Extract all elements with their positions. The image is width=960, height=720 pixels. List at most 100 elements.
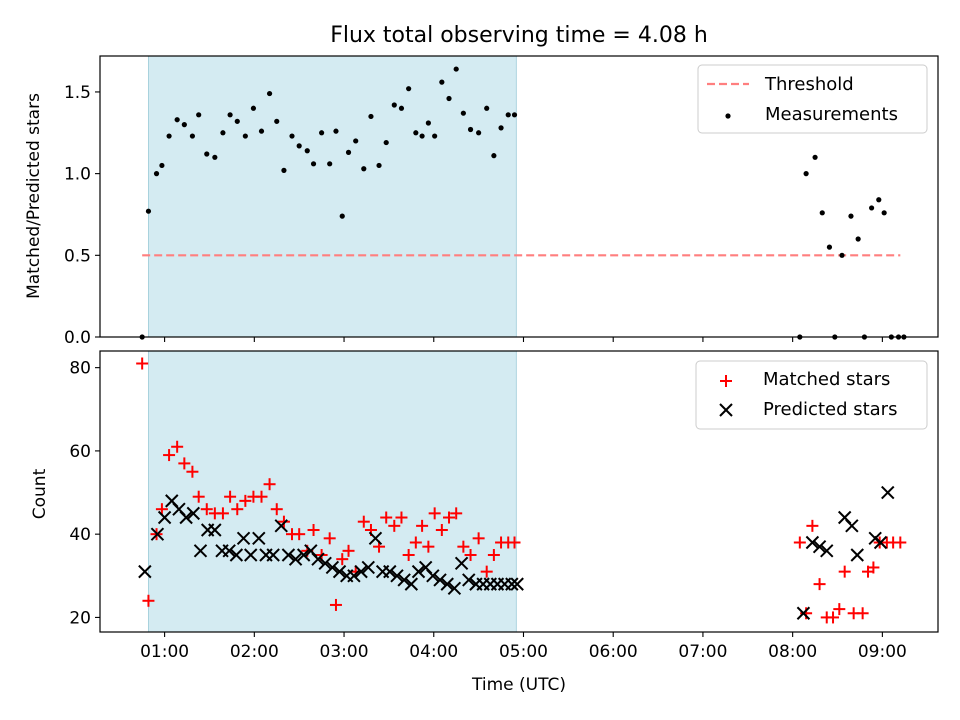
matched-point [293, 528, 306, 541]
legend-predicted-swatch [719, 403, 733, 417]
predicted-point [820, 544, 834, 558]
measurement-point [383, 139, 389, 146]
matched-point [487, 548, 500, 561]
measurement-point [391, 102, 397, 108]
matched-point [395, 511, 408, 524]
matched-point [472, 532, 485, 545]
predicted-point [873, 535, 888, 550]
measurement-point [425, 120, 431, 126]
predicted-point [208, 523, 222, 537]
measurement-point [204, 151, 210, 157]
matched-point [409, 536, 422, 549]
predicted-point [274, 519, 288, 533]
measurement-point [439, 79, 445, 85]
measurement-point [476, 130, 482, 136]
predicted-point [347, 569, 361, 583]
top-legend-box [697, 64, 928, 134]
matched-point [163, 449, 176, 462]
top-legend: Threshold Measurements [697, 64, 928, 134]
measurement-point [398, 105, 405, 111]
chart-title: Flux total observing time = 4.08 h [330, 23, 708, 48]
measurement-point [848, 213, 854, 219]
measurement-point [266, 90, 273, 97]
measurement-point [258, 128, 265, 134]
matched-point [270, 503, 283, 516]
measurement-point [453, 66, 459, 72]
matched-point [186, 465, 199, 478]
legend-predicted-label: Predicted stars [763, 399, 897, 420]
measurement-point [289, 133, 295, 139]
top-ytick-label: 1.0 [64, 165, 91, 185]
measurement-point [460, 110, 466, 116]
measurement-point [484, 105, 490, 111]
top-panel: 0.0 0.5 1.0 1.5 Matched/Predicted stars Thr… [24, 55, 939, 348]
measurement-point [339, 213, 345, 219]
predicted-point [805, 535, 820, 550]
matched-point [323, 532, 336, 545]
predicted-point [222, 544, 236, 558]
measurement-point [159, 162, 165, 169]
measurement-point [803, 171, 809, 177]
measurement-point [220, 130, 226, 136]
matched-point [867, 561, 880, 574]
predicted-point [881, 485, 895, 500]
matched-point [136, 357, 149, 370]
matched-point [216, 507, 229, 520]
measurement-point [153, 171, 160, 177]
predicted-point [454, 556, 469, 571]
legend-measurements-label: Measurements [765, 104, 898, 125]
matched-point [838, 565, 851, 578]
measurement-point [881, 210, 887, 216]
predicted-point [318, 556, 332, 571]
top-shaded-span [148, 55, 517, 338]
measurement-point [212, 154, 218, 160]
measurement-point [310, 161, 317, 167]
matched-point [800, 607, 813, 620]
matched-point [443, 511, 456, 524]
measurement-point [368, 113, 374, 120]
bottom-legend: Matched stars Predicted stars [695, 360, 928, 430]
matched-point [422, 540, 435, 553]
bottom-ytick-label: 20 [69, 608, 91, 628]
predicted-point [845, 519, 859, 533]
legend-threshold-label: Threshold [764, 74, 854, 95]
matched-point [856, 607, 869, 620]
matched-point [329, 598, 342, 611]
bottom-ytick-label: 80 [69, 359, 91, 379]
measurement-point [166, 133, 172, 139]
matched-point [813, 578, 826, 591]
matched-point [142, 594, 155, 607]
measurement-point [876, 197, 882, 203]
predicted-point [390, 569, 404, 583]
matched-point [192, 490, 205, 503]
predicted-point [229, 548, 244, 562]
top-ytick-label: 0.0 [64, 328, 91, 348]
matched-point [239, 494, 252, 507]
matched-point [178, 457, 191, 470]
measurement-point [333, 128, 339, 134]
measurement-point [826, 244, 833, 250]
matched-point [894, 536, 907, 549]
predicted-point [150, 527, 165, 541]
predicted-point [426, 569, 440, 583]
bottom-ylabel: Count [30, 468, 50, 519]
matched-point [806, 519, 819, 532]
matched-point [416, 519, 429, 532]
top-ylabel: Matched/Predicted stars [24, 93, 44, 299]
measurement-point [869, 205, 875, 211]
measurement-point [432, 133, 438, 139]
predicted-point [281, 548, 296, 562]
matched-point [380, 511, 393, 524]
predicted-point [296, 548, 311, 562]
top-ytick-label: 1.5 [64, 83, 91, 103]
measurement-point [250, 105, 257, 111]
measurement-point [242, 133, 248, 139]
legend-measurements-swatch [725, 113, 731, 119]
measurement-point [505, 112, 511, 118]
bottom-shaded-span [148, 350, 517, 633]
predicted-point [510, 577, 524, 591]
matched-point [450, 507, 463, 520]
xtick-label: 04:00 [409, 642, 458, 662]
xtick-label: 07:00 [678, 642, 727, 662]
